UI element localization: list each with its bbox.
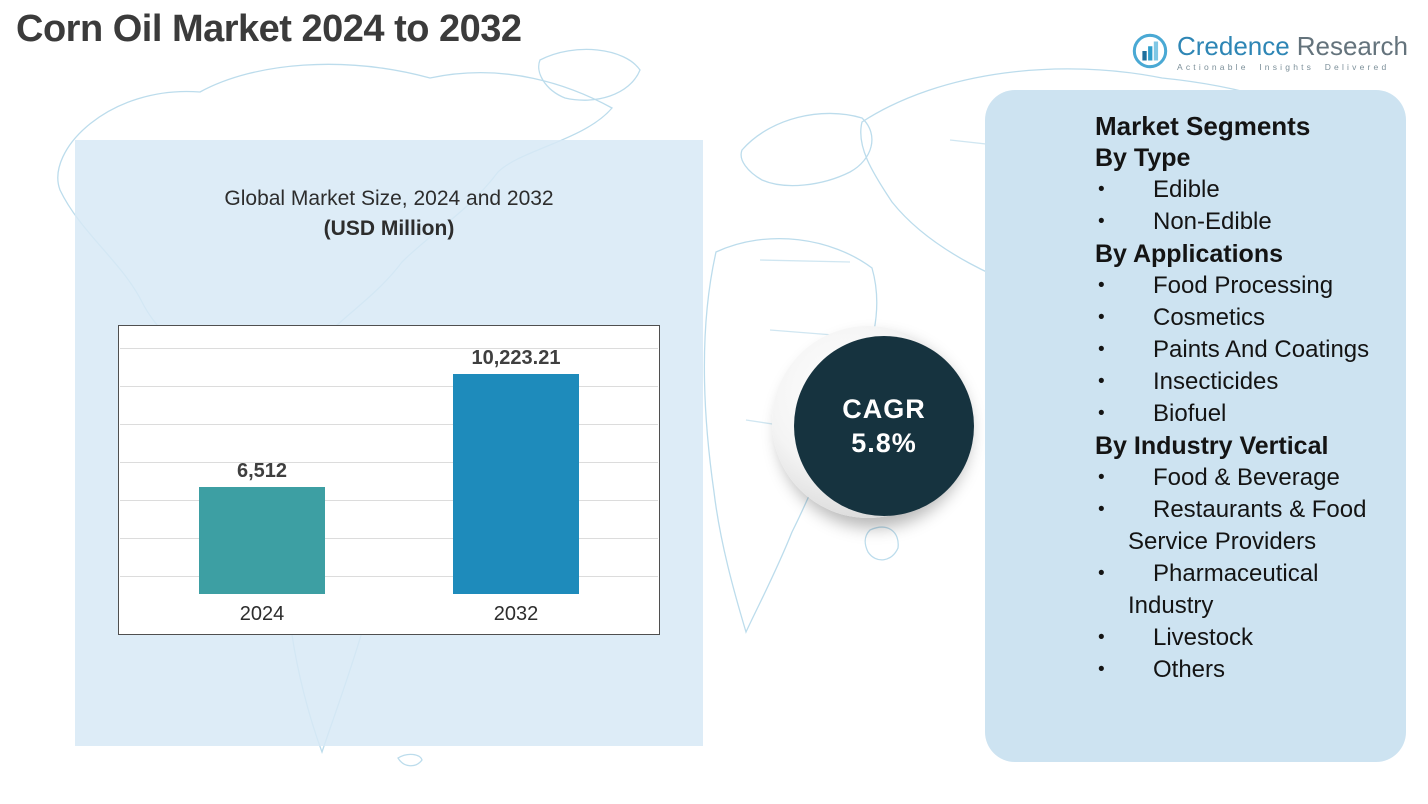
- bar-chart: 6,512 10,223.21 2024 2032: [118, 325, 660, 635]
- segment-item: Biofuel: [1153, 400, 1227, 427]
- bullet-icon: •: [1098, 403, 1105, 424]
- logo-text: Credence Research Actionable Insights Del…: [1177, 32, 1408, 72]
- bar: [199, 487, 325, 594]
- list-item: • Edible: [1095, 174, 1382, 206]
- bullet-icon: •: [1098, 563, 1105, 584]
- bar-value-label: 10,223.21: [471, 346, 561, 369]
- list-item: • Food Processing: [1095, 270, 1382, 302]
- segment-item: Livestock: [1153, 624, 1254, 651]
- list-item: • Non-Edible: [1095, 206, 1382, 238]
- segment-group-by-type: By Type: [1095, 144, 1191, 172]
- segment-item: Others: [1153, 656, 1226, 683]
- segment-item: Food Processing: [1153, 272, 1334, 299]
- bar-group-2032: 10,223.21: [453, 338, 579, 594]
- brand-name: Credence Research: [1177, 32, 1408, 60]
- segments-content: Market Segments By Type • Edible • Non-E…: [1095, 110, 1382, 686]
- bullet-icon: •: [1098, 339, 1105, 360]
- list-item: • Others: [1095, 654, 1382, 686]
- segment-item: Edible: [1153, 176, 1220, 203]
- cagr-label: CAGR: [842, 394, 926, 424]
- segment-item: Paints And Coatings: [1153, 336, 1370, 363]
- page-title: Corn Oil Market 2024 to 2032: [16, 8, 522, 50]
- list-item: • Restaurants & Food Service Providers: [1095, 494, 1382, 558]
- bar-chart-circle-icon: [1131, 32, 1169, 70]
- cagr-badge: CAGR 5.8%: [772, 326, 977, 531]
- bar: [453, 373, 579, 594]
- segments-panel: Market Segments By Type • Edible • Non-E…: [985, 90, 1406, 762]
- chart-subtitle: (USD Million): [323, 217, 455, 240]
- segment-group-by-applications: By Applications: [1095, 240, 1283, 268]
- bullet-icon: •: [1098, 307, 1105, 328]
- cagr-circle: CAGR 5.8%: [794, 336, 974, 516]
- bullet-icon: •: [1098, 179, 1105, 200]
- list-item: • Pharmaceutical Industry: [1095, 558, 1382, 622]
- bullet-icon: •: [1098, 499, 1105, 520]
- bar-value-label: 6,512: [236, 460, 288, 482]
- bullet-icon: •: [1098, 659, 1105, 680]
- list-item: • Paints And Coatings: [1095, 334, 1382, 366]
- bullet-icon: •: [1098, 275, 1105, 296]
- list-item: • Biofuel: [1095, 398, 1382, 430]
- cagr-value: 5.8%: [851, 428, 917, 458]
- segment-item: Insecticides: [1153, 368, 1279, 395]
- chart-title-block: Global Market Size, 2024 and 2032 (USD M…: [75, 184, 703, 244]
- list-item: • Livestock: [1095, 622, 1382, 654]
- segments-heading: Market Segments: [1095, 111, 1311, 141]
- category-label-2024: 2024: [239, 603, 285, 625]
- list-item: • Food & Beverage: [1095, 462, 1382, 494]
- category-label-2032: 2032: [493, 603, 539, 625]
- brand-primary: Credence: [1176, 31, 1290, 61]
- bullet-icon: •: [1098, 211, 1105, 232]
- segment-item: Food & Beverage: [1153, 464, 1340, 491]
- logo-tagline: Actionable Insights Delivered: [1176, 62, 1390, 72]
- bullet-icon: •: [1098, 467, 1105, 488]
- bar-group-2024: 6,512: [199, 338, 325, 594]
- chart-panel: Global Market Size, 2024 and 2032 (USD M…: [75, 140, 703, 746]
- credence-logo: Credence Research Actionable Insights Del…: [1131, 32, 1408, 72]
- chart-category-axis: 2024 2032: [127, 603, 651, 626]
- bullet-icon: •: [1098, 371, 1105, 392]
- list-item: • Insecticides: [1095, 366, 1382, 398]
- list-item: • Cosmetics: [1095, 302, 1382, 334]
- segment-item: Cosmetics: [1153, 304, 1266, 331]
- chart-plot-area: 6,512 10,223.21: [127, 338, 651, 594]
- segment-item: Non-Edible: [1153, 208, 1272, 235]
- bullet-icon: •: [1098, 627, 1105, 648]
- chart-title: Global Market Size, 2024 and 2032: [224, 187, 554, 210]
- brand-secondary: Research: [1296, 31, 1408, 61]
- segment-item: Restaurants & Food Service Providers: [1128, 496, 1367, 555]
- segment-item: Pharmaceutical Industry: [1128, 560, 1319, 619]
- segment-group-by-industry-vertical: By Industry Vertical: [1095, 432, 1329, 460]
